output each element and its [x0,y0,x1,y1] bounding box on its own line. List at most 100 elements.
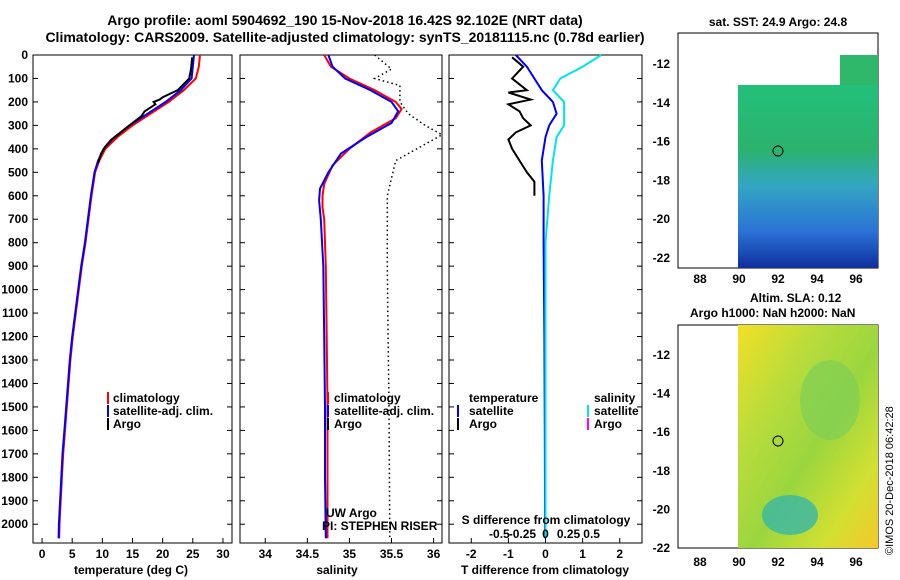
x-tick-label: 25 [186,547,200,561]
x-tick-label: 35.5 [380,547,404,561]
x-tick-label: -1 [503,547,514,561]
depth-tick-label: 1000 [1,283,28,297]
x-tick-label: 15 [126,547,140,561]
series-line-2-0 [515,54,558,539]
depth-tick-label: 1400 [1,376,28,390]
sst-lat-tick-label: -16 [653,135,671,149]
sst-map-field [738,85,878,268]
depth-tick-label: 1600 [1,423,28,437]
imos-timestamp: ©IMOS 20-Dec-2018 06:42:28 [884,406,896,555]
legend-label-argo: Argo [334,417,362,431]
sla-map-feature [800,360,860,440]
depth-tick-label: 1300 [1,353,28,367]
legend-label-t-satellite: satellite [469,404,514,418]
depth-tick-label: 1500 [1,400,28,414]
depth-tick-label: 1800 [1,470,28,484]
s-tick-label: 0.5 [583,527,600,541]
depth-tick-label: 1900 [1,494,28,508]
depth-tick-label: 300 [8,118,28,132]
salinity-legend: climatology satellite-adj. clim. Argo [327,391,434,431]
depth-tick-label: 600 [8,189,28,203]
x-tick-label: 20 [156,547,170,561]
depth-tick-label: 1200 [1,330,28,344]
salinity-axes [239,54,443,544]
sst-map-title: sat. SST: 24.9 Argo: 24.8 [709,15,848,29]
sst-lon-tick-label: 96 [849,272,863,286]
depth-tick-label: 700 [8,212,28,226]
series-line-0-2 [97,57,194,164]
depth-tick-label: 100 [8,71,28,85]
sla-lat-tick-label: -20 [653,502,671,516]
sst-lon-tick-label: 92 [771,272,785,286]
sla-map-title-line2: Argo h1000: NaN h2000: NaN [690,306,855,320]
difference-xlabel: T difference from climatology [461,563,629,577]
x-tick-label: 2 [616,547,623,561]
sla-lat-tick-label: -16 [653,425,671,439]
x-tick-label: -2 [466,547,477,561]
s-tick-label: 0.25 [557,527,581,541]
sst-lat-tick-label: -18 [653,173,671,187]
sst-lon-tick-label: 94 [810,272,824,286]
x-tick-label: 34.5 [296,547,320,561]
sla-lat-tick-label: -12 [653,348,671,362]
sla-lat-tick-label: -18 [653,464,671,478]
series-line-2-2 [544,54,602,539]
x-tick-label: 0 [542,547,549,561]
depth-tick-label: 800 [8,236,28,250]
sla-lon-tick-label: 88 [693,555,707,569]
s-tick-label: -0.25 [509,527,537,541]
sst-map-patch [840,55,878,85]
legend-title-salinity: salinity [594,391,636,405]
x-tick-label: 30 [216,547,230,561]
series-line-2-1 [505,56,536,196]
plot-title-line2: Climatology: CARS2009. Satellite-adjuste… [45,29,645,45]
x-tick-label: 0 [39,547,46,561]
plot-title-line1: Argo profile: aoml 5904692_190 15-Nov-20… [107,12,583,28]
depth-tick-label: 900 [8,259,28,273]
legend-label-argo: Argo [113,417,141,431]
sla-lon-tick-label: 92 [771,555,785,569]
legend-label-climatology: climatology [334,391,401,405]
depth-tick-label: 2000 [1,517,28,531]
s-difference-label: S difference from climatology [462,513,631,527]
series-line-0-1 [57,54,195,539]
sst-argo-position-marker [772,145,784,157]
sla-lon-tick-label: 90 [732,555,746,569]
s-tick-label: 0 [542,527,549,541]
legend-label-satellite: satellite-adj. clim. [113,404,213,418]
credit-line1: UW Argo [326,506,377,520]
legend-label-t-argo: Argo [469,417,497,431]
depth-tick-label: 500 [8,165,28,179]
sst-lat-tick-label: -14 [653,96,671,110]
series-line-0-0 [58,54,201,539]
sla-lon-tick-label: 94 [810,555,824,569]
sst-lat-tick-label: -20 [653,212,671,226]
depth-tick-label: 1100 [2,306,28,320]
series-line-1-1 [318,54,400,539]
salinity-dotted-curve [372,54,444,539]
depth-tick-label: 0 [21,48,28,62]
legend-label-s-argo: Argo [594,417,622,431]
depth-tick-label: 400 [8,142,28,156]
legend-title-temperature: temperature [469,391,539,405]
x-tick-label: 36 [427,547,441,561]
sla-lon-tick-label: 96 [849,555,863,569]
difference-legend: temperature satellite Argo salinity sate… [457,391,639,431]
legend-label-climatology: climatology [113,391,180,405]
x-tick-label: 10 [96,547,110,561]
depth-tick-label: 200 [8,95,28,109]
x-tick-label: 5 [69,547,76,561]
sst-lat-tick-label: -22 [653,251,671,265]
depth-tick-label: 1700 [1,447,28,461]
series-line-1-0 [321,54,403,539]
sla-map-feature [762,495,818,535]
sla-map-title-line1: Altim. SLA: 0.12 [750,291,842,305]
sla-lat-tick-label: -22 [653,541,671,555]
sla-lat-tick-label: -14 [653,387,671,401]
x-tick-label: 35 [343,547,357,561]
temperature-legend: climatology satellite-adj. clim. Argo [107,391,213,431]
legend-label-s-satellite: satellite [594,404,639,418]
s-tick-label: -0.5 [489,527,510,541]
salinity-xlabel: salinity [316,563,358,577]
